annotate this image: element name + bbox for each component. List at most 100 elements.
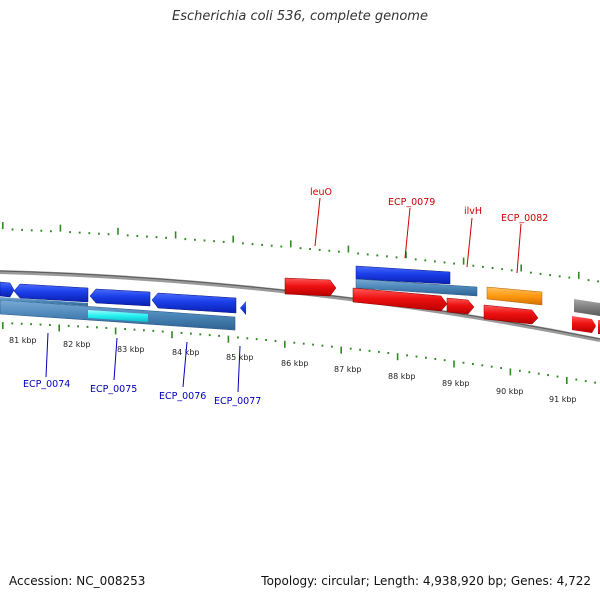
callout-ECP_0082[interactable]: ECP_0082: [501, 213, 548, 274]
kbp-label: 82 kbp: [63, 340, 91, 349]
minor-tick: [165, 236, 167, 239]
callout-ilvH[interactable]: ilvH: [464, 206, 482, 268]
minor-tick: [575, 378, 578, 381]
minor-tick: [387, 352, 390, 355]
minor-tick: [510, 269, 513, 272]
minor-tick: [11, 322, 14, 325]
minor-tick: [434, 260, 436, 263]
reverse-gene-ECP_0074[interactable]: [13, 283, 89, 303]
callout-ECP_0074[interactable]: ECP_0074: [23, 332, 70, 390]
gene-region-lane-left-top[interactable]: [0, 297, 88, 306]
minor-tick: [491, 266, 494, 269]
major-tick: [171, 331, 173, 339]
forward-gene-ECP_0080[interactable]: [352, 287, 448, 312]
minor-tick: [96, 326, 98, 329]
highlight-segment-ECP_0075[interactable]: [88, 310, 148, 322]
reverse-gene-ECP_0076[interactable]: [151, 292, 237, 314]
kbp-label: 83 kbp: [117, 345, 145, 354]
kbp-label: 87 kbp: [334, 365, 362, 374]
minor-tick: [161, 330, 164, 333]
minor-tick: [338, 250, 340, 253]
lower-scale-track: [2, 322, 596, 385]
minor-tick: [415, 355, 418, 358]
minor-tick: [302, 342, 305, 345]
callout-ECP_0079[interactable]: ECP_0079: [388, 197, 435, 259]
minor-tick: [21, 228, 23, 231]
feature-ECP_0082[interactable]: [486, 286, 543, 306]
minor-tick: [568, 276, 571, 279]
minor-tick: [251, 243, 254, 246]
major-tick: [117, 227, 119, 235]
major-tick: [174, 231, 177, 239]
minor-tick: [414, 258, 417, 261]
forward-gene-ECP_0083[interactable]: [483, 304, 539, 325]
minor-tick: [280, 245, 283, 248]
genes-value: 4,722: [556, 574, 591, 588]
minor-tick: [501, 268, 503, 271]
minor-tick: [180, 331, 183, 334]
minor-tick: [49, 323, 51, 326]
kbp-label: 89 kbp: [442, 379, 470, 388]
minor-tick: [107, 233, 110, 236]
minor-tick: [30, 229, 33, 232]
callout-leuO[interactable]: leuO: [310, 187, 332, 247]
callout-ECP_0076[interactable]: ECP_0076: [159, 341, 206, 402]
minor-tick: [366, 253, 369, 256]
callout-label: ECP_0077: [214, 396, 261, 407]
minor-tick: [318, 248, 321, 251]
minor-tick: [359, 348, 361, 351]
minor-tick: [190, 332, 192, 335]
minor-tick: [124, 328, 126, 331]
major-tick: [462, 257, 465, 265]
genome-summary: Topology: circular; Length: 4,938,920 bp…: [261, 574, 591, 588]
major-tick: [114, 327, 117, 335]
minor-tick: [558, 275, 561, 278]
callout-ECP_0077[interactable]: ECP_0077: [214, 345, 261, 407]
major-tick: [284, 340, 286, 348]
minor-tick: [237, 336, 239, 339]
minor-tick: [88, 232, 91, 235]
minor-tick: [40, 229, 43, 232]
accession-info: Accession: NC_008253: [9, 574, 145, 588]
forward-gene-ilvH[interactable]: [446, 297, 475, 315]
minor-tick: [434, 357, 437, 360]
major-tick: [232, 235, 234, 243]
minor-tick: [395, 256, 398, 259]
forward-gene-right-edge[interactable]: [572, 316, 600, 334]
minor-tick: [105, 326, 108, 329]
minor-tick: [547, 374, 549, 377]
major-tick: [227, 335, 230, 343]
reverse-gene-ECP_0073[interactable]: [0, 281, 15, 298]
minor-tick: [146, 235, 148, 238]
callout-label: leuO: [310, 187, 332, 198]
reverse-gene-ECP_0079[interactable]: [355, 265, 451, 285]
forward-gene-leuO[interactable]: [284, 277, 337, 297]
minor-tick: [78, 231, 81, 234]
major-tick: [2, 222, 4, 230]
gray-feature-right[interactable]: [574, 299, 600, 316]
minor-tick: [242, 242, 244, 245]
minor-tick: [203, 239, 206, 242]
reverse-gene-ECP_0077[interactable]: [240, 301, 246, 315]
minor-tick: [584, 380, 587, 383]
minor-tick: [194, 238, 196, 241]
reverse-gene-ECP_0075[interactable]: [89, 288, 151, 307]
major-tick: [453, 360, 455, 368]
major-tick: [509, 368, 512, 376]
minor-tick: [500, 367, 502, 370]
minor-tick: [490, 365, 493, 368]
minor-tick: [406, 354, 408, 357]
minor-tick: [321, 344, 324, 347]
minor-tick: [472, 363, 474, 366]
minor-tick: [274, 339, 277, 342]
minor-tick: [50, 230, 52, 233]
minor-tick: [443, 261, 446, 264]
callout-ECP_0075[interactable]: ECP_0075: [90, 337, 137, 395]
genes-label: Genes:: [510, 574, 553, 588]
kbp-label: 81 kbp: [9, 336, 37, 345]
gene-region-ECP_0079[interactable]: [355, 278, 478, 297]
kbp-label: 90 kbp: [496, 387, 524, 396]
minor-tick: [143, 329, 145, 332]
major-tick: [290, 240, 292, 248]
